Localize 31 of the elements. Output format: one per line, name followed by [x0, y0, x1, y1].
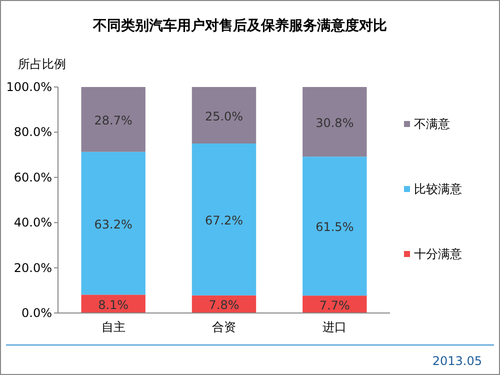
- text: 2013.05: [432, 354, 482, 368]
- data-label: 25.0%: [204, 109, 244, 124]
- bar: [302, 87, 367, 157]
- y-tick-label: 80.0%: [14, 125, 52, 140]
- data-label: 63.2%: [94, 217, 132, 232]
- legend-label: 比较满意: [414, 182, 462, 196]
- legend-label: 十分满意: [414, 247, 462, 261]
- bar: [192, 87, 256, 144]
- y-tick-label: 0.0%: [22, 306, 52, 320]
- data-label: 61.5%: [316, 220, 354, 234]
- bar: [302, 156, 367, 296]
- y-axis-title: 所占比例: [18, 57, 66, 71]
- data-label: 8.1%: [98, 298, 129, 312]
- y-tick-label: 60.0%: [14, 170, 52, 184]
- legend-label: 不满意: [414, 117, 450, 131]
- bar: [302, 296, 367, 313]
- x-tick-label: 自主: [101, 320, 126, 334]
- y-tick-label: 100.0%: [6, 80, 52, 94]
- bar: [81, 152, 146, 295]
- data-label: 7.7%: [319, 298, 350, 312]
- data-label: 67.2%: [204, 213, 244, 228]
- y-tick-label: 40.0%: [14, 216, 52, 230]
- data-label: 7.8%: [208, 298, 240, 312]
- data-label: 28.7%: [94, 113, 132, 128]
- bar: [192, 144, 256, 296]
- data-label: 30.8%: [316, 116, 354, 130]
- bar: [81, 87, 146, 152]
- y-tick-label: 20.0%: [14, 260, 52, 275]
- x-tick-label: 进口: [322, 320, 347, 334]
- chart-title: 不同类别汽车用户对售后及保养服务满意度对比: [92, 17, 387, 34]
- x-tick-label: 合资: [212, 320, 236, 334]
